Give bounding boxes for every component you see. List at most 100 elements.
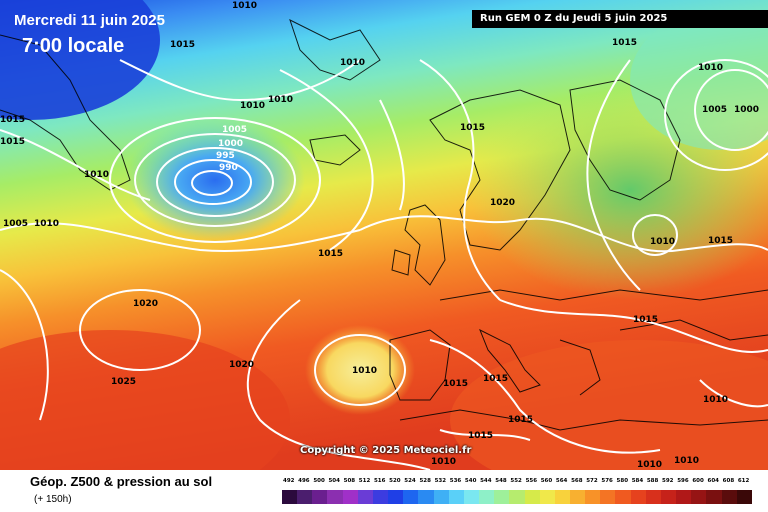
isobar-label: 1010 (650, 237, 675, 247)
isobar-label: 1015 (0, 137, 25, 147)
isobar-label: 1010 (431, 457, 456, 467)
legend-swatch (645, 490, 661, 504)
legend-label: 500 (313, 478, 325, 484)
legend-swatch (463, 490, 480, 504)
legend-label: 560 (540, 478, 553, 484)
isobar-label: 995 (216, 151, 235, 161)
legend-label: 576 (601, 478, 613, 484)
isobar-label: 1015 (633, 315, 658, 325)
legend-label: 528 (419, 478, 431, 484)
legend-swatch (403, 490, 419, 504)
isobar-label: 1015 (318, 249, 343, 259)
legend-swatch (494, 490, 510, 504)
footer: Géop. Z500 & pression au sol (+ 150h) 49… (0, 470, 768, 512)
isobar-label: 1000 (734, 105, 759, 115)
isobar-label: 1015 (483, 374, 508, 384)
copyright: Copyright © 2025 Meteociel.fr (300, 445, 472, 456)
legend-labels: 492 496 500 504 508 512 516 520 524 528 532 536 540 5… (282, 478, 752, 488)
isobar-label: 1020 (229, 360, 254, 370)
legend-label: 568 (571, 478, 583, 484)
legend-label: 492 (283, 478, 295, 484)
footer-title: Géop. Z500 & pression au sol (30, 474, 213, 489)
legend-label: 596 (677, 478, 689, 484)
isobar-label: 1010 (703, 395, 728, 405)
isobar-label: 990 (219, 163, 238, 173)
legend-swatch (342, 490, 358, 504)
legend-swatch (418, 490, 434, 504)
isobar-label: 1015 (170, 40, 195, 50)
legend-label: 580 (616, 478, 629, 484)
legend-label: 496 (298, 478, 310, 484)
legend-swatch (706, 490, 722, 504)
isobar-label: 1020 (133, 299, 158, 309)
legend-swatch (721, 490, 737, 504)
isobar-label: 1005 (222, 125, 247, 135)
isobar-label: 1005 (702, 105, 727, 115)
isobar-label: 1010 (268, 95, 293, 105)
legend-label: 556 (525, 478, 538, 484)
legend-label: 520 (389, 478, 401, 484)
isobar-label: 1010 (637, 460, 662, 470)
isobar-label: 1015 (0, 115, 25, 125)
isobar-label: 1020 (490, 198, 515, 208)
isobar-label: 1005 (3, 219, 28, 229)
legend-swatch (660, 490, 677, 504)
isobar-label: 1015 (468, 431, 493, 441)
legend-label: 612 (737, 478, 750, 484)
legend-label: 564 (555, 478, 568, 484)
legend-label: 608 (722, 478, 735, 484)
legend-label: 552 (510, 478, 522, 484)
legend-swatch (630, 490, 646, 504)
isobar-label: 1025 (111, 377, 136, 387)
legend-swatch (357, 490, 373, 504)
isobar-label: 1010 (674, 456, 699, 466)
legend-swatch (388, 490, 404, 504)
legend-label: 572 (586, 478, 598, 484)
legend-label: 536 (449, 478, 462, 484)
forecast-date: Mercredi 11 juin 2025 (14, 12, 165, 29)
legend-label: 592 (662, 478, 674, 484)
legend-label: 540 (464, 478, 477, 484)
legend-label: 548 (495, 478, 507, 484)
legend-label: 508 (343, 478, 356, 484)
isobar-label: 1015 (460, 123, 485, 133)
isobar-label: 1010 (240, 101, 265, 111)
legend-swatch (539, 490, 555, 504)
isobar-label: 1010 (84, 170, 109, 180)
isobar-label: 1010 (698, 63, 723, 73)
legend-swatch (448, 490, 464, 504)
legend-label: 604 (707, 478, 719, 484)
legend-swatch (433, 490, 449, 504)
legend-label: 524 (404, 478, 416, 484)
legend-label: 512 (358, 478, 371, 484)
isobar-label: 1010 (352, 366, 377, 376)
isobar-label: 1010 (232, 1, 257, 11)
legend-swatch (600, 490, 616, 504)
weather-map: 1010 1015 1015 1015 1010 1010 1010 1005 … (0, 0, 768, 470)
color-legend: 492 496 500 504 508 512 516 520 524 528 532 536 540 5… (282, 478, 752, 506)
isobar-labels: 1010 1015 1015 1015 1010 1010 1010 1005 … (0, 1, 759, 470)
legend-label: 544 (480, 478, 492, 484)
isobar-label: 1015 (443, 379, 468, 389)
legend-swatch (372, 490, 389, 504)
legend-label: 516 (373, 478, 386, 484)
legend-swatch (615, 490, 631, 504)
legend-label: 532 (434, 478, 447, 484)
isobar-label: 1000 (218, 139, 243, 149)
legend-swatch (312, 490, 328, 504)
legend-label: 584 (631, 478, 644, 484)
legend-label: 588 (646, 478, 659, 484)
isobar-label: 1015 (508, 415, 533, 425)
legend-swatch (554, 490, 570, 504)
isobar-label: 1015 (708, 236, 733, 246)
legend-swatch (327, 490, 343, 504)
map-svg: 1010 1015 1015 1015 1010 1010 1010 1005 … (0, 0, 768, 470)
forecast-time: 7:00 locale (22, 35, 125, 57)
legend-swatch (569, 490, 586, 504)
legend-bar (282, 490, 752, 504)
legend-swatch (691, 490, 707, 504)
legend-swatch (585, 490, 601, 504)
legend-swatch (282, 490, 298, 504)
isobar-label: 1015 (612, 38, 637, 48)
legend-swatch (676, 490, 692, 504)
